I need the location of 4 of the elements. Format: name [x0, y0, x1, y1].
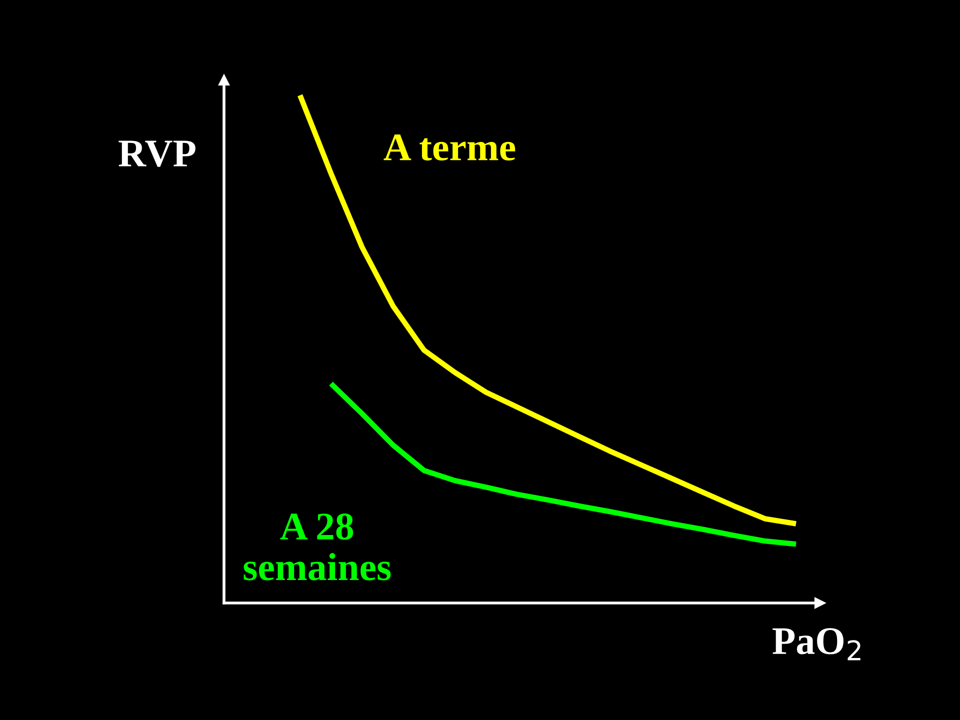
x-axis-title: PaO$_{2}$ [772, 628, 860, 660]
y-axis-title: RVP [118, 140, 196, 167]
series-label: A terme [384, 134, 516, 161]
series-label: A 28 semaines [244, 513, 391, 580]
